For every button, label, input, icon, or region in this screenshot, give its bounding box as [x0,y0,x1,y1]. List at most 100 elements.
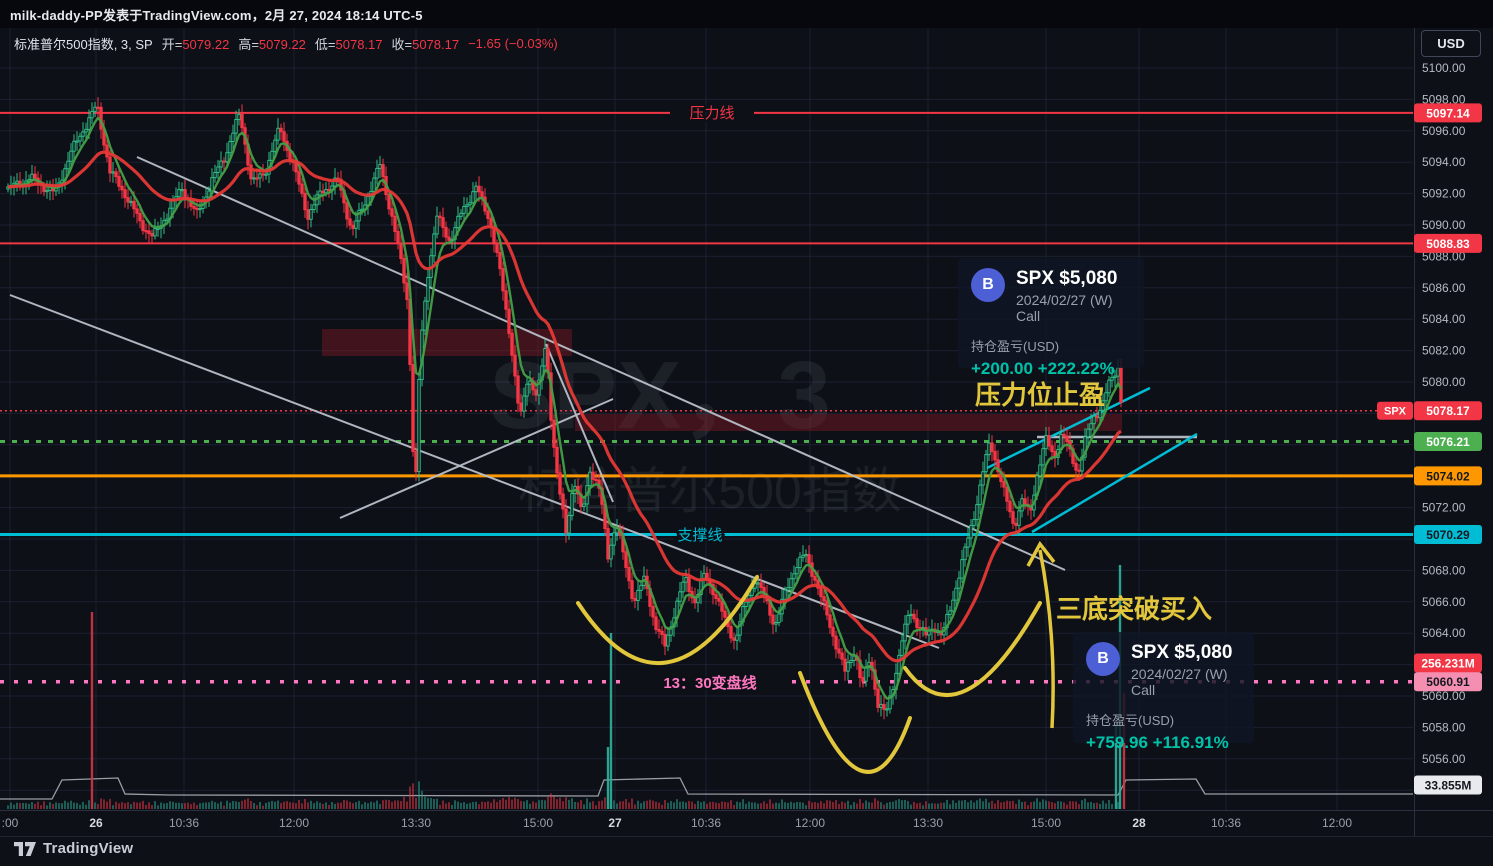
price-tick-label: 5068.00 [1422,563,1466,577]
time-tick-label: 10:36 [691,816,721,830]
currency-button[interactable]: USD [1421,30,1481,57]
time-tick-label: 13:30 [401,816,431,830]
svg-text:5070.29: 5070.29 [1426,528,1470,542]
volume-spike [1114,724,1118,809]
price-tick-label: 5092.00 [1422,187,1466,201]
price-tick-label: 5064.00 [1422,626,1466,640]
high-value: 5079.22 [258,37,306,52]
price-axis-badge [1414,432,1482,452]
resistance-line-label: 压力线 [689,105,734,122]
white-trendline-3[interactable] [339,398,614,519]
time-tick-label: 10:36 [169,816,199,830]
shaded-resistance-zones[interactable] [322,329,1122,431]
price-tick-label: 5060.00 [1422,689,1466,703]
white-trendline-4[interactable] [545,343,614,503]
yellow-arc-3[interactable] [903,601,1042,697]
position-subtitle: 2024/02/27 (W) Call [1131,666,1228,698]
time-tick-label: 15:00 [1031,816,1061,830]
pnl-value: +200.00 +222.22% [971,359,1115,378]
position-subtitle: 2024/02/27 (W) Call [1016,292,1113,324]
take-profit-note[interactable]: 压力位止盈 [975,380,1105,410]
yellow-arc-1[interactable] [576,575,759,666]
price-axis-badge [1414,524,1482,544]
price-tick-label: 5088.00 [1422,249,1466,263]
session-indicator-line [0,777,1413,800]
symbol-status-bar[interactable]: 标准普尔500指数, 3, SP 开=5079.22 高=5079.22 低=5… [14,34,558,53]
volume-spike [606,747,610,809]
price-tick-label: 5082.00 [1422,344,1466,358]
price-axis-badge [1414,775,1482,795]
time-tick-label: 27 [608,816,622,830]
symbol-tag-badge [1377,401,1413,420]
price-axis-badge [1414,653,1482,673]
low-label: 低= [314,37,336,52]
pivot-line-label: 13：30变盘线 [663,674,756,692]
svg-text:5078.17: 5078.17 [1426,404,1470,418]
volume-spike [90,612,94,809]
time-tick-label: 12:00 [1322,816,1352,830]
support-line-label: 支撑线 [677,527,722,544]
time-tick-label: 12:00 [279,816,309,830]
time-tick-label: 26 [89,816,103,830]
ma-fast-line [7,116,1123,700]
price-tick-label: 5072.00 [1422,501,1466,515]
price-axis-badge [1414,233,1482,253]
breakout-note[interactable]: 三底突破买入 [1056,594,1212,624]
price-tick-label: 5100.00 [1422,61,1466,75]
price-tick-label: 5066.00 [1422,595,1466,609]
price-axis-badge [1414,401,1482,421]
tradingview-brand[interactable]: TradingView [14,840,133,857]
white-trendline-1[interactable] [136,156,1066,571]
change-value: −1.65 (−0.03%) [468,36,558,51]
triple-bottom-arcs[interactable] [576,575,1042,774]
volume-spike [609,633,613,809]
svg-text:5060.91: 5060.91 [1426,675,1470,689]
white-trendline-2[interactable] [9,294,940,649]
price-tick-label: 5058.00 [1422,720,1466,734]
time-axis[interactable]: :00 26 10:36 12:00 13:30 15:00 27 10:36 12:00 13:… [2,816,1353,830]
open-label: 开= [161,37,183,52]
price-tick-label: 5094.00 [1422,155,1466,169]
price-tick-label: 5086.00 [1422,281,1466,295]
price-axis-badge [1414,466,1482,486]
pnl-label: 持仓盈亏(USD) [971,339,1060,354]
watermark-name: 标准普尔500指数 [518,463,901,519]
pnl-label: 持仓盈亏(USD) [1086,713,1175,728]
publish-header: milk-daddy-PP发表于TradingView.com，2月 27, 2… [0,0,1493,28]
position-title: SPX $5,080 [1131,642,1233,663]
svg-text:33.855M: 33.855M [1425,779,1472,793]
time-tick-label: 10:36 [1211,816,1241,830]
svg-text:256.231M: 256.231M [1421,657,1474,671]
svg-text:5074.02: 5074.02 [1426,469,1470,483]
price-axis-badge [1414,103,1482,123]
close-label: 收= [391,37,413,52]
price-tick-label: 5080.00 [1422,375,1466,389]
trendlines[interactable] [9,156,1198,649]
moving-averages [7,116,1123,700]
price-axis[interactable]: 5100.00 5098.00 5096.00 5094.00 5092.00 5090.… [1377,61,1482,795]
position-widget-entry[interactable]: B SPX $5,080 2024/02/27 (W) Call 持仓盈亏(US… [1073,632,1254,752]
time-tick-label: :00 [2,816,19,830]
svg-text:5088.83: 5088.83 [1426,237,1470,251]
price-tick-label: 5056.00 [1422,752,1466,766]
time-tick-label: 28 [1132,816,1146,830]
cyan-channel-line-2[interactable] [1031,432,1198,534]
price-tick-label: 5096.00 [1422,124,1466,138]
price-tick-label: 5098.00 [1422,92,1466,106]
yellow-arc-2[interactable] [798,671,912,774]
position-title: SPX $5,080 [1016,268,1118,289]
svg-text:5076.21: 5076.21 [1426,435,1470,449]
svg-text:5097.14: 5097.14 [1426,106,1470,120]
publish-byline: milk-daddy-PP发表于TradingView.com，2月 27, 2… [10,7,423,23]
position-widget-take-profit[interactable]: B SPX $5,080 2024/02/27 (W) Call 持仓盈亏(US… [958,258,1144,378]
tradingview-logo-text: TradingView [43,840,134,857]
svg-text:SPX: SPX [1384,406,1407,418]
price-tick-label: 5084.00 [1422,312,1466,326]
low-value: 5078.17 [335,37,383,52]
high-label: 高= [238,37,259,52]
time-tick-label: 15:00 [523,816,553,830]
breakout-arrow[interactable] [1026,540,1056,729]
broker-avatar: B [971,268,1005,302]
shaded-zone-1 [322,329,572,356]
